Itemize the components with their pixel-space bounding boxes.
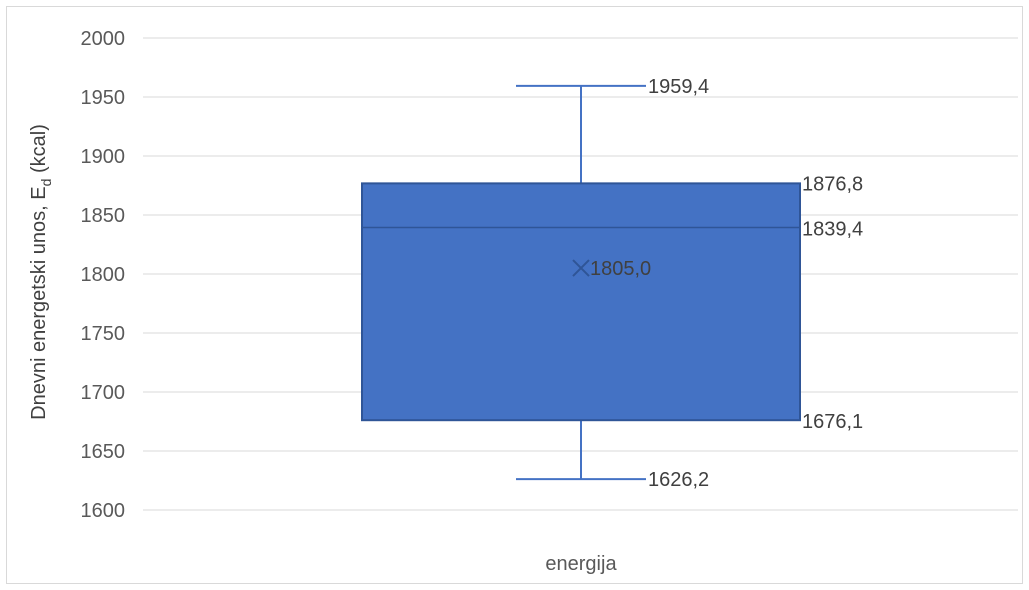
y-tick-label: 2000 bbox=[81, 28, 126, 50]
data-label-median: 1839,4 bbox=[802, 219, 863, 241]
y-tick-label: 1950 bbox=[81, 87, 126, 109]
y-tick-label: 1600 bbox=[81, 500, 126, 522]
y-tick-label: 1700 bbox=[81, 382, 126, 404]
data-label-q3: 1876,8 bbox=[802, 173, 863, 195]
box-series bbox=[361, 84, 801, 481]
data-label-mean: 1805,0 bbox=[590, 258, 651, 280]
category-label: energija bbox=[545, 553, 617, 575]
mean-marker bbox=[572, 259, 590, 277]
y-axis-label: Dnevni energetski unos, Ed (kcal) bbox=[28, 124, 54, 420]
y-tick-label: 1650 bbox=[81, 441, 126, 463]
data-label-min: 1626,2 bbox=[648, 469, 709, 491]
y-tick-label: 1850 bbox=[81, 205, 126, 227]
data-label-max: 1959,4 bbox=[648, 76, 709, 98]
y-tick-label: 1750 bbox=[81, 323, 126, 345]
data-label-q1: 1676,1 bbox=[802, 411, 863, 433]
y-tick-label: 1800 bbox=[81, 264, 126, 286]
y-axis-ticks: 1600 1650 1700 1750 1800 1850 1900 1950 2000 bbox=[81, 28, 126, 522]
y-tick-label: 1900 bbox=[81, 146, 126, 168]
interquartile-box bbox=[361, 182, 801, 422]
